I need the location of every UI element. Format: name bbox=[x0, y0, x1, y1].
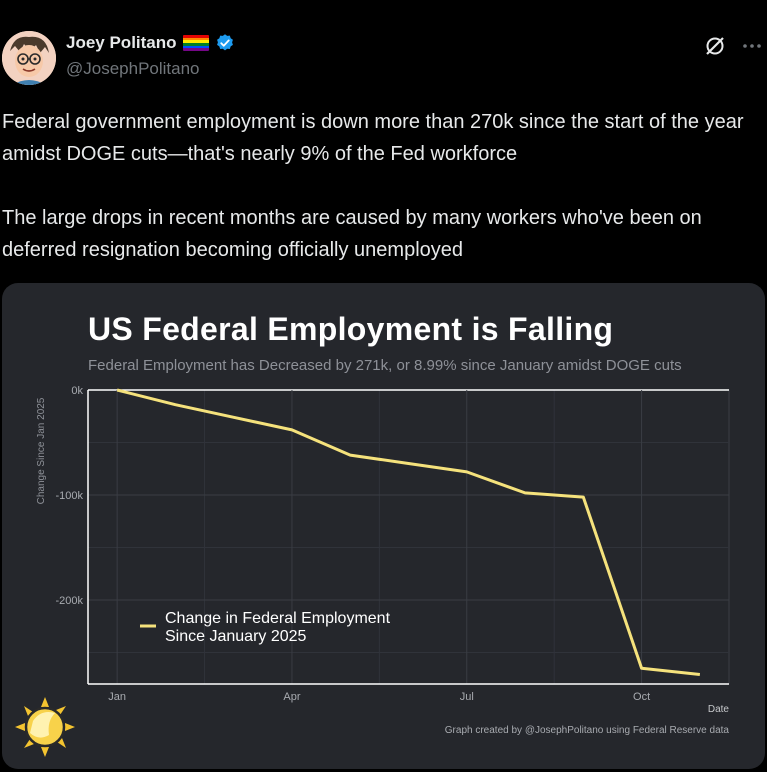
chart-subtitle: Federal Employment has Decreased by 271k… bbox=[88, 357, 682, 374]
author-handle[interactable]: @JosephPolitano bbox=[66, 59, 200, 78]
tweet-text: Federal government employment is down mo… bbox=[2, 111, 744, 261]
more-icon[interactable] bbox=[741, 35, 763, 57]
legend-label-line-2: Since January 2025 bbox=[165, 628, 307, 645]
sun-logo-icon bbox=[15, 697, 75, 757]
avatar[interactable] bbox=[2, 31, 56, 85]
chart-credit: Graph created by @JosephPolitano using F… bbox=[445, 725, 730, 736]
pride-flag-icon bbox=[182, 35, 209, 51]
y-tick-label: -100k bbox=[55, 490, 83, 502]
x-tick-label: Jul bbox=[460, 691, 474, 703]
y-tick-label: 0k bbox=[71, 385, 83, 397]
legend-label-line-1: Change in Federal Employment bbox=[165, 610, 391, 627]
post-actions bbox=[703, 34, 763, 58]
x-tick-label: Oct bbox=[633, 691, 650, 703]
line-chart: 0k -100k -200k Jan Apr Jul Oct Change in Feder… bbox=[15, 385, 730, 757]
author-name[interactable]: Joey Politano bbox=[66, 33, 177, 52]
verified-badge-icon[interactable] bbox=[215, 33, 235, 53]
author-block: Joey Politano @JosephPolitano bbox=[66, 33, 235, 79]
chart-image-card[interactable]: US Federal Employment is Falling Federal… bbox=[2, 283, 765, 769]
chart-title: US Federal Employment is Falling bbox=[88, 311, 614, 347]
x-tick-label: Apr bbox=[283, 691, 300, 703]
x-tick-label: Jan bbox=[108, 691, 126, 703]
y-axis-label: Change Since Jan 2025 bbox=[36, 397, 47, 504]
grok-icon[interactable] bbox=[703, 34, 727, 58]
y-tick-label: -200k bbox=[55, 595, 83, 607]
x-axis-label: Date bbox=[708, 704, 730, 715]
avatar-illustration-icon bbox=[2, 31, 56, 85]
